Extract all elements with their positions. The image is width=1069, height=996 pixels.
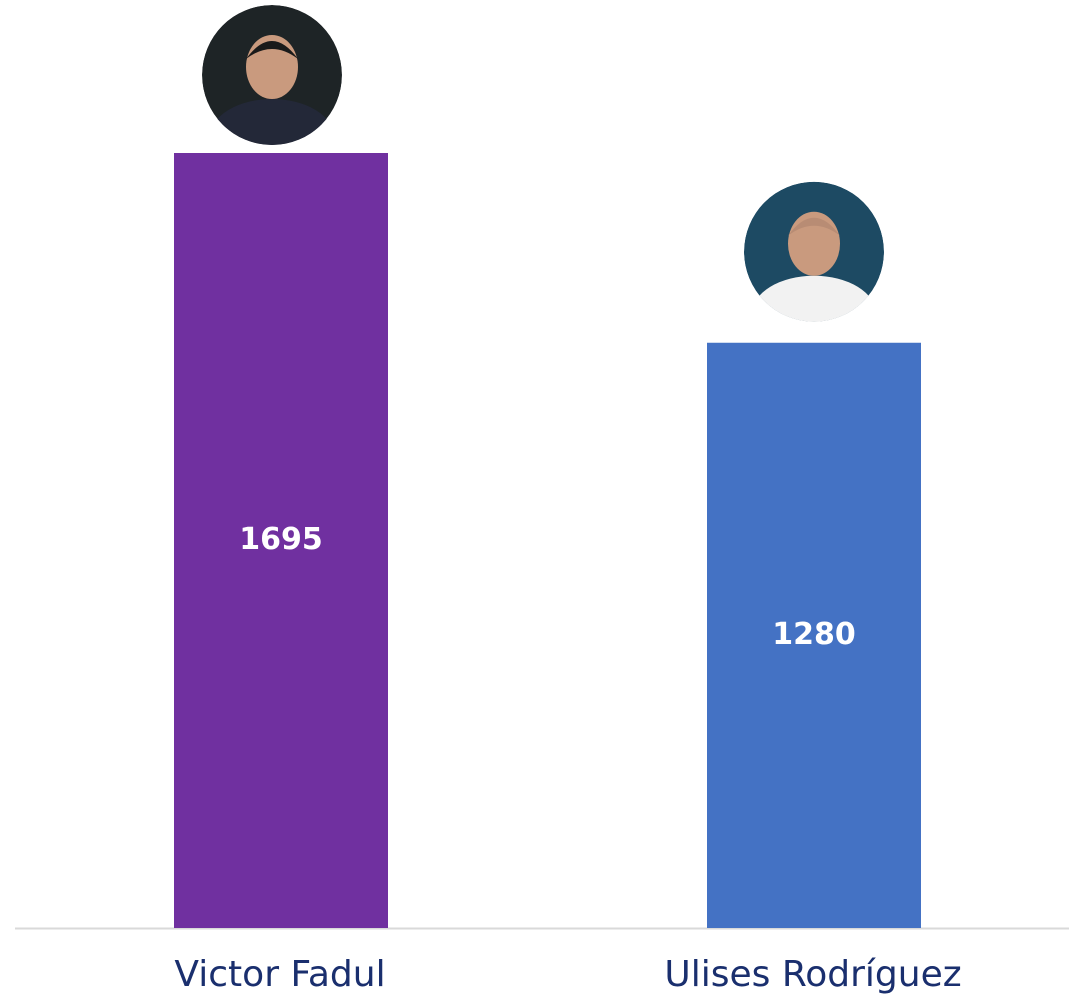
avatar-body	[210, 99, 334, 145]
avatar	[744, 181, 884, 322]
avatar-hair	[788, 217, 840, 236]
avatar-hair	[246, 41, 298, 59]
x-tick-label: Ulises Rodríguez	[664, 954, 961, 995]
avatar-body	[752, 275, 876, 322]
bar	[707, 342, 921, 928]
data-label: 1695	[239, 522, 323, 557]
data-label: 1280	[772, 617, 856, 652]
avatar-photo	[744, 181, 884, 322]
avatar-photo	[202, 5, 342, 145]
x-tick-label: Victor Fadul	[174, 954, 385, 995]
avatar	[202, 5, 342, 145]
bar	[174, 153, 388, 928]
